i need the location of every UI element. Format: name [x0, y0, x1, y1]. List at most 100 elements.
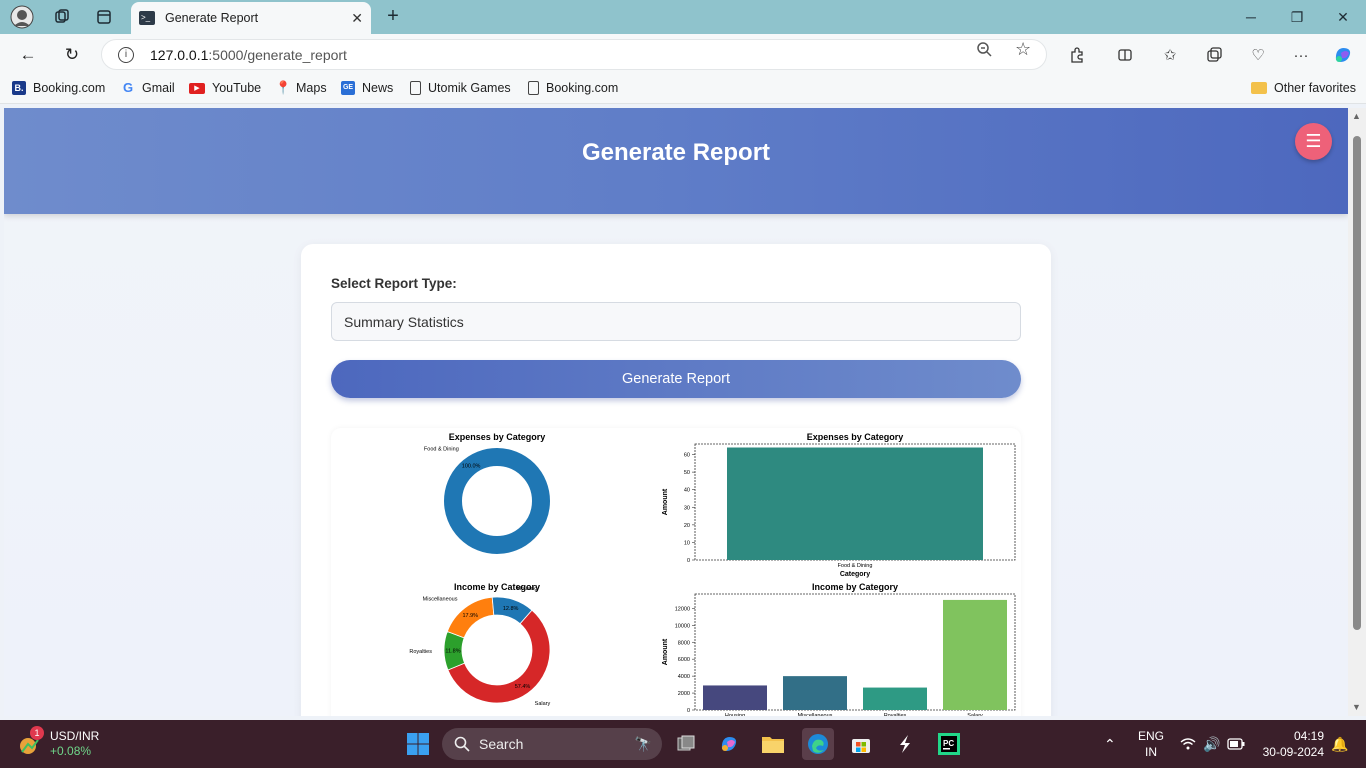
close-window-icon[interactable]: ✕ [1337, 8, 1349, 25]
clock-time: 04:19 [1293, 729, 1324, 743]
start-windows-icon[interactable] [402, 728, 434, 760]
pycharm-icon[interactable]: PC [933, 728, 965, 760]
notifications-bell-icon[interactable]: 🔔 [1331, 735, 1349, 752]
scroll-down-icon[interactable]: ▼ [1352, 702, 1361, 712]
browser-essentials-icon[interactable]: ♡ [1251, 47, 1265, 64]
favorite-gmail[interactable]: G Gmail [122, 80, 175, 96]
bar-miscellaneous [783, 676, 847, 710]
ticker-change: +0.08% [50, 744, 92, 758]
copilot-app-icon[interactable] [713, 728, 745, 760]
copilot-icon[interactable] [1330, 42, 1356, 68]
x-tick-label: Salary [967, 713, 983, 716]
ticker-name: USD/INR [50, 729, 100, 743]
favorite-booking[interactable]: B. Booking.com [12, 81, 105, 95]
hamburger-menu-icon[interactable]: ☰ [1295, 123, 1332, 160]
y-tick-label: 0 [687, 558, 690, 564]
split-screen-icon[interactable] [1112, 42, 1138, 68]
x-axis-label: Category [840, 571, 870, 578]
minimize-icon[interactable]: ─ [1246, 9, 1256, 25]
stock-widget-icon: 1 [18, 726, 44, 756]
app-icon[interactable] [889, 728, 921, 760]
chart-title: Income by Category [454, 582, 540, 592]
y-tick-label: 2000 [678, 691, 690, 697]
pie-slice-salary [447, 609, 551, 704]
news-icon: GE [341, 81, 355, 95]
clock-date: 30-09-2024 [1262, 745, 1324, 759]
charts-panel: Expenses by Category 100.0% Food & Dining E… [331, 428, 1021, 716]
chart-title: Expenses by Category [449, 432, 546, 442]
charts-svg: Expenses by Category 100.0% Food & Dining E… [409, 432, 1016, 716]
edge-browser-icon[interactable] [802, 728, 834, 760]
favorite-star-icon[interactable]: ☆ [1015, 39, 1032, 59]
extensions-icon[interactable] [1064, 42, 1090, 68]
y-tick-label: 12000 [675, 606, 690, 612]
wifi-icon[interactable] [1180, 720, 1196, 768]
file-explorer-icon[interactable] [757, 728, 789, 760]
microsoft-store-icon[interactable] [845, 728, 877, 760]
refresh-icon[interactable]: ↻ [64, 45, 80, 64]
page-scrollbar[interactable]: ▲ ▼ [1348, 108, 1366, 716]
show-hidden-icons[interactable]: ⌃ [1104, 735, 1116, 752]
favorite-booking-2[interactable]: Booking.com [528, 81, 618, 95]
close-tab-icon[interactable]: ✕ [351, 9, 363, 26]
stock-widget[interactable]: 1 USD/INR +0.08% [18, 720, 99, 768]
collections-icon[interactable] [1201, 42, 1227, 68]
x-tick-label: Miscellaneous [798, 713, 833, 716]
zoom-icon[interactable] [976, 41, 992, 61]
workspaces-icon[interactable] [45, 0, 79, 34]
taskbar: 1 USD/INR +0.08% Search 🔭 PC ⌃ ENG IN [0, 720, 1366, 768]
pie-category-label: Royalties [409, 649, 432, 655]
pie-category-label: Miscellaneous [423, 596, 458, 602]
more-options-icon[interactable]: ··· [1293, 46, 1309, 64]
scroll-up-icon[interactable]: ▲ [1352, 111, 1361, 121]
y-tick-label: 20 [684, 523, 690, 529]
chart-title: Income by Category [812, 582, 898, 592]
page-icon [528, 81, 539, 95]
clock[interactable]: 04:19 30-09-2024 [1260, 720, 1324, 768]
favorites-icon[interactable]: ✩ [1163, 47, 1177, 64]
taskbar-search[interactable]: Search 🔭 [442, 728, 662, 760]
language-indicator[interactable]: ENG IN [1138, 729, 1165, 759]
other-favorites[interactable]: Other favorites [1251, 81, 1356, 95]
pie-percent-label: 12.8% [503, 606, 519, 612]
site-info-icon[interactable]: i [118, 46, 134, 63]
url-host: 127.0.0.1 [150, 46, 209, 63]
page-icon [410, 81, 421, 95]
bar-housing [703, 685, 767, 710]
x-tick-label: Food & Dining [838, 563, 873, 569]
search-icon [454, 736, 470, 752]
title-bar: >_ Generate Report ✕ + ─ ❐ ✕ [0, 0, 1366, 34]
report-type-select[interactable]: Summary Statistics [331, 302, 1021, 341]
battery-icon[interactable] [1227, 720, 1245, 768]
restore-icon[interactable]: ❐ [1290, 8, 1304, 25]
bar-royalties [863, 687, 927, 710]
favorite-maps[interactable]: 📍 Maps [275, 80, 327, 96]
new-tab-icon[interactable]: + [387, 5, 399, 27]
pie-percent-label: 17.9% [462, 613, 478, 619]
favorite-news[interactable]: GE News [341, 81, 394, 95]
tab-actions-icon[interactable] [87, 0, 121, 34]
x-tick-label: Housing [725, 713, 745, 716]
y-tick-label: 4000 [678, 674, 690, 680]
favorites-bar: B. Booking.com G Gmail ▶ YouTube 📍 Maps GE Ne… [0, 76, 1366, 104]
generate-report-button[interactable]: Generate Report [331, 360, 1021, 398]
pie-slice-food-dining [444, 448, 550, 554]
favorite-utomik[interactable]: Utomik Games [410, 81, 511, 95]
pie-category-label: Salary [535, 701, 551, 707]
y-tick-label: 6000 [678, 657, 690, 663]
scrollbar-thumb[interactable] [1353, 136, 1361, 630]
maps-pin-icon: 📍 [275, 80, 292, 95]
terminal-favicon-icon: >_ [139, 11, 155, 25]
volume-icon[interactable]: 🔊 [1203, 735, 1221, 752]
favorite-youtube[interactable]: ▶ YouTube [189, 81, 261, 95]
page-viewport: Generate Report ☰ Select Report Type: Su… [4, 108, 1348, 716]
url-path: :5000/generate_report [208, 46, 347, 63]
profile-avatar-icon[interactable] [5, 0, 39, 34]
back-arrow-icon[interactable]: ← [19, 45, 37, 64]
task-view-icon[interactable] [670, 728, 702, 760]
pie-percent-label: 57.4% [515, 684, 531, 690]
pie-percent-label: 100.0% [462, 463, 481, 469]
pie-slice-housing [491, 596, 533, 625]
tab-generate-report[interactable]: >_ Generate Report ✕ [131, 2, 371, 34]
address-bar[interactable]: i 127.0.0.1:5000/generate_report [101, 39, 1047, 70]
